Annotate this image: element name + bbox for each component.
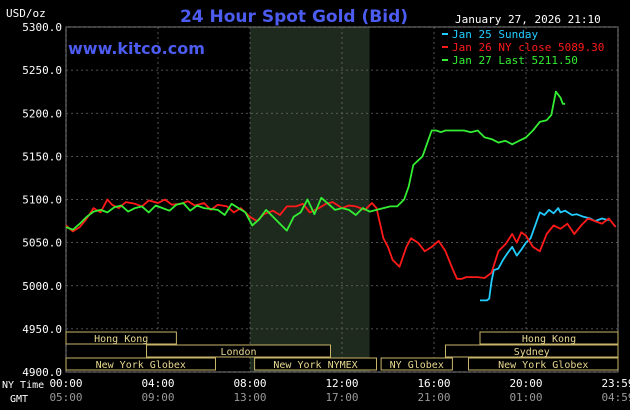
legend-entry: Jan 27 Last 5211.50 xyxy=(452,54,578,67)
series-line-1 xyxy=(480,207,610,302)
market-session-box xyxy=(468,357,619,371)
x-axis-label-ny: NY Time xyxy=(2,380,44,391)
market-session-box xyxy=(479,331,619,345)
y-tick-label: 5000.0 xyxy=(22,280,62,293)
chart-title: 24 Hour Spot Gold (Bid) xyxy=(180,7,408,27)
market-session-label: NY Globex xyxy=(390,360,444,371)
y-tick-label: 5050.0 xyxy=(22,237,62,250)
market-session-box xyxy=(380,357,453,371)
x-tick-label-gmt: 04:59 xyxy=(601,391,630,404)
market-session-label: New York Globex xyxy=(498,360,588,371)
x-tick-label-gmt: 09:00 xyxy=(141,391,174,404)
timestamp: January 27, 2026 21:10 xyxy=(455,13,601,26)
y-tick-label: 4900.0 xyxy=(22,366,62,379)
market-session-label: Sydney xyxy=(514,347,550,358)
legend-entry: Jan 26 NY close 5089.30 xyxy=(452,41,604,54)
x-tick-label-gmt: 05:00 xyxy=(49,391,82,404)
shaded-session-region xyxy=(250,27,370,372)
market-session-box xyxy=(254,357,378,371)
x-tick-label-gmt: 01:00 xyxy=(509,391,542,404)
x-tick-label-ny: 00:00 xyxy=(49,377,82,390)
y-tick-label: 5250.0 xyxy=(22,64,62,77)
market-session-box xyxy=(65,357,216,371)
market-session-label: London xyxy=(220,347,256,358)
y-tick-label: 5200.0 xyxy=(22,107,62,120)
x-tick-label-ny: 12:00 xyxy=(325,377,358,390)
x-tick-label-gmt: 21:00 xyxy=(417,391,450,404)
market-session-label: New York NYMEX xyxy=(273,360,357,371)
x-axis-label-gmt: GMT xyxy=(10,394,28,405)
market-session-box xyxy=(445,344,619,358)
x-tick-label-ny: 23:59 xyxy=(601,377,630,390)
x-tick-label-ny: 16:00 xyxy=(417,377,450,390)
series-line-3 xyxy=(65,90,566,232)
y-tick-label: 5300.0 xyxy=(22,21,62,34)
legend-entry: Jan 25 Sunday xyxy=(452,28,538,41)
market-session-label: Hong Kong xyxy=(94,334,148,345)
market-session-label: Hong Kong xyxy=(522,334,576,345)
market-session-label: New York Globex xyxy=(96,360,186,371)
watermark: www.kitco.com xyxy=(68,39,205,58)
y-tick-label: 4950.0 xyxy=(22,323,62,336)
y-tick-label: 5100.0 xyxy=(22,194,62,207)
y-tick-label: 5150.0 xyxy=(22,150,62,163)
x-tick-label-gmt: 13:00 xyxy=(233,391,266,404)
market-session-box xyxy=(146,344,331,358)
x-tick-label-ny: 08:00 xyxy=(233,377,266,390)
market-session-box xyxy=(65,331,177,345)
x-tick-label-ny: 04:00 xyxy=(141,377,174,390)
x-tick-label-ny: 20:00 xyxy=(509,377,542,390)
x-tick-label-gmt: 17:00 xyxy=(325,391,358,404)
y-axis-unit-label: USD/oz xyxy=(6,7,46,20)
